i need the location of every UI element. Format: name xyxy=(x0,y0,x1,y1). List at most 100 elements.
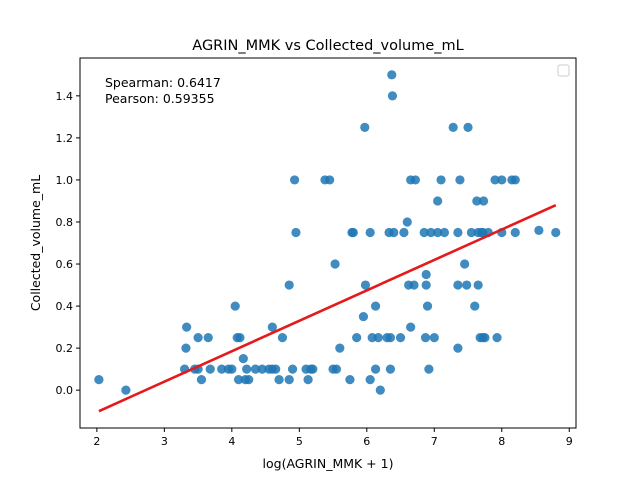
scatter-point xyxy=(492,333,502,343)
scatter-point xyxy=(455,175,465,185)
scatter-point xyxy=(551,227,561,238)
scatter-point xyxy=(233,375,244,385)
scatter-point xyxy=(284,280,294,290)
scatter-point xyxy=(490,175,500,185)
x-tick-label: 3 xyxy=(161,435,168,448)
scatter-point xyxy=(181,343,191,353)
x-tick-label: 8 xyxy=(498,435,505,448)
y-tick-label: 0.0 xyxy=(56,384,74,397)
scatter-point xyxy=(470,301,480,311)
scatter-point xyxy=(345,375,355,385)
scatter-point xyxy=(370,301,381,311)
trendline-layer xyxy=(98,203,557,413)
scatter-point xyxy=(439,227,450,238)
x-tick-label: 4 xyxy=(228,435,235,448)
y-axis-label: Collected_volume_mL xyxy=(28,175,43,311)
scatter-point xyxy=(308,364,318,374)
y-tick-label: 1.2 xyxy=(56,132,74,145)
scatter-point xyxy=(94,375,104,385)
scatter-point xyxy=(473,280,483,290)
scatter-point xyxy=(217,364,227,374)
x-tick-label: 5 xyxy=(296,435,303,448)
scatter-point xyxy=(193,333,203,343)
x-tick-label: 9 xyxy=(566,435,573,448)
scatter-point xyxy=(227,364,237,374)
scatter-point xyxy=(387,70,397,80)
annotation-pearson: Pearson: 0.59355 xyxy=(105,91,215,106)
scatter-point xyxy=(370,364,381,374)
scatter-point xyxy=(230,301,240,311)
scatter-point xyxy=(250,364,261,374)
scatter-point xyxy=(330,259,340,269)
scatter-point xyxy=(238,354,248,364)
scatter-point xyxy=(365,375,375,385)
scatter-point xyxy=(426,227,436,238)
scatter-point xyxy=(385,333,396,343)
chart-title: AGRIN_MMK vs Collected_volume_mL xyxy=(192,38,463,54)
scatter-point xyxy=(242,364,252,374)
scatter-point xyxy=(421,280,431,290)
scatter-point xyxy=(182,322,192,332)
scatter-point xyxy=(257,364,267,374)
scatter-point xyxy=(409,280,419,290)
scatter-point xyxy=(406,322,416,332)
scatter-point xyxy=(466,227,477,238)
y-tick-label: 1.4 xyxy=(56,90,74,103)
scatter-point xyxy=(510,227,520,238)
scatter-point xyxy=(284,375,294,385)
scatter-point xyxy=(436,175,446,185)
scatter-point xyxy=(267,322,277,332)
scatter-point xyxy=(462,280,472,290)
scatter-point xyxy=(399,227,409,238)
y-ticks: 0.0 0.2 0.4 0.6 0.8 1.0 1.2 1.4 xyxy=(56,90,80,397)
x-tick-label: 2 xyxy=(93,435,100,448)
scatter-point xyxy=(205,364,215,374)
scatter-point xyxy=(478,196,489,206)
scatter-point xyxy=(420,333,431,343)
scatter-point xyxy=(422,301,433,311)
scatter-point xyxy=(424,364,434,374)
scatter-point xyxy=(402,217,412,227)
scatter-point xyxy=(463,122,473,132)
scatter-point xyxy=(287,364,298,374)
scatter-point xyxy=(389,227,399,238)
scatter-point xyxy=(289,175,300,185)
scatter-point xyxy=(348,227,358,238)
scatter-point xyxy=(433,227,443,238)
scatter-point xyxy=(358,311,369,322)
scatter-point xyxy=(534,225,544,235)
scatter-point xyxy=(448,122,458,132)
y-tick-label: 0.2 xyxy=(56,342,74,355)
scatter-point xyxy=(235,333,245,343)
scatter-point xyxy=(121,385,131,395)
scatter-point xyxy=(395,333,406,343)
scatter-point xyxy=(325,175,335,185)
scatter-point xyxy=(453,343,463,353)
scatter-point xyxy=(421,269,431,280)
trendline xyxy=(98,203,557,413)
scatter-point xyxy=(510,175,520,185)
scatter-point xyxy=(497,175,507,185)
scatter-point xyxy=(244,375,254,385)
x-tick-label: 6 xyxy=(363,435,370,448)
scatter-point xyxy=(480,333,490,343)
scatter-point xyxy=(460,259,470,269)
scatter-point xyxy=(387,91,398,101)
y-tick-label: 1.0 xyxy=(56,174,74,187)
y-tick-label: 0.4 xyxy=(56,300,74,313)
x-tick-label: 7 xyxy=(431,435,438,448)
x-ticks: 2 3 4 5 6 7 8 9 xyxy=(93,428,573,448)
y-tick-label: 0.8 xyxy=(56,216,74,229)
scatter-point xyxy=(335,343,345,353)
y-tick-label: 0.6 xyxy=(56,258,74,271)
scatter-point xyxy=(303,375,313,385)
legend-box xyxy=(557,64,570,77)
scatter-point xyxy=(453,280,463,290)
scatter-point xyxy=(385,364,396,374)
scatter-point xyxy=(291,227,301,238)
scatter-point xyxy=(360,280,371,290)
scatter-point xyxy=(419,227,429,238)
